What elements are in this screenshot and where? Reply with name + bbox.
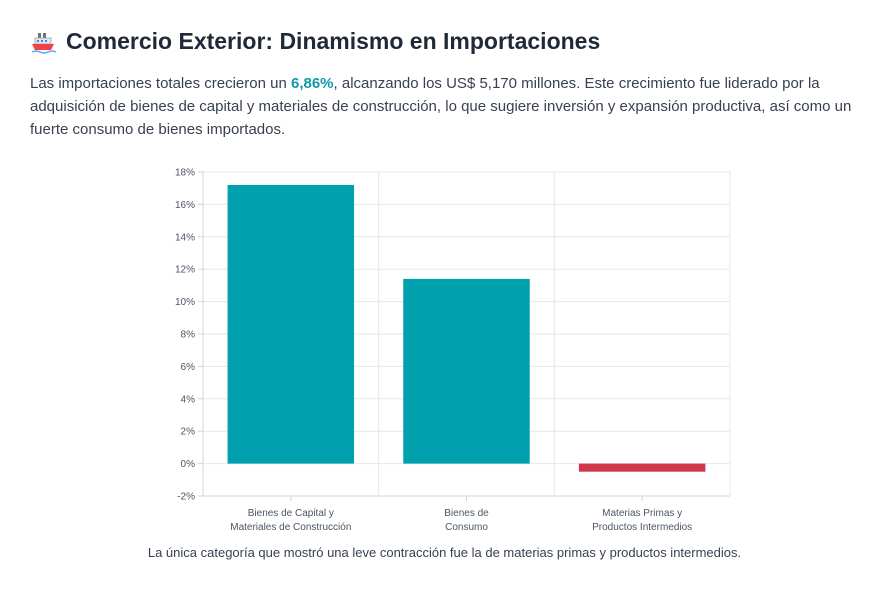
bar (578, 463, 706, 472)
x-tick-label: Materias Primas y Productos Intermedios (592, 508, 692, 533)
bar (227, 184, 355, 464)
header: Comercio Exterior: Dinamismo en Importac… (30, 28, 600, 55)
x-tick-label: Bienes de Consumo (444, 508, 489, 533)
page-title: Comercio Exterior: Dinamismo en Importac… (66, 28, 601, 54)
x-tick-label-line: Bienes de Capital y (248, 508, 334, 519)
x-tick-label: Bienes de Capital y Materiales de Constru… (230, 508, 351, 533)
y-tick-label: 2% (181, 427, 196, 438)
y-tick-label: 4% (181, 394, 196, 405)
y-tick-label: -2% (177, 492, 195, 503)
intro-text-before: Las importaciones totales crecieron un (30, 75, 291, 92)
y-tick-label: 14% (175, 232, 195, 243)
x-tick-label-line: Materias Primas y (602, 508, 682, 519)
intro-text-after: , alcanzando los US$ 5,170 millones. Est… (30, 75, 852, 138)
chart-caption: La única categoría que mostró una leve c… (147, 545, 742, 560)
y-tick-label: 8% (181, 330, 196, 341)
x-tick-label-line: Bienes de (444, 508, 489, 519)
x-tick-label-line: Productos Intermedios (592, 522, 692, 533)
x-tick-label-line: Consumo (445, 522, 488, 533)
y-tick-label: 12% (175, 265, 195, 276)
intro-paragraph: Las importaciones totales crecieron un 6… (30, 72, 875, 141)
y-tick-label: 18% (175, 168, 195, 179)
ship-icon (31, 32, 56, 54)
x-tick-label-line: Materiales de Construcción (230, 522, 351, 533)
bar-chart: -2% 0% 2% 4% 6% 8% 10% 12% 14% 16% 18% Bienes de Ca… (175, 168, 731, 533)
y-tick-label: 6% (181, 362, 196, 373)
bar (403, 278, 530, 464)
growth-highlight: 6,86% (290, 75, 334, 92)
y-tick-label: 0% (181, 459, 196, 470)
y-tick-label: 16% (175, 200, 195, 211)
y-tick-label: 10% (175, 297, 195, 308)
